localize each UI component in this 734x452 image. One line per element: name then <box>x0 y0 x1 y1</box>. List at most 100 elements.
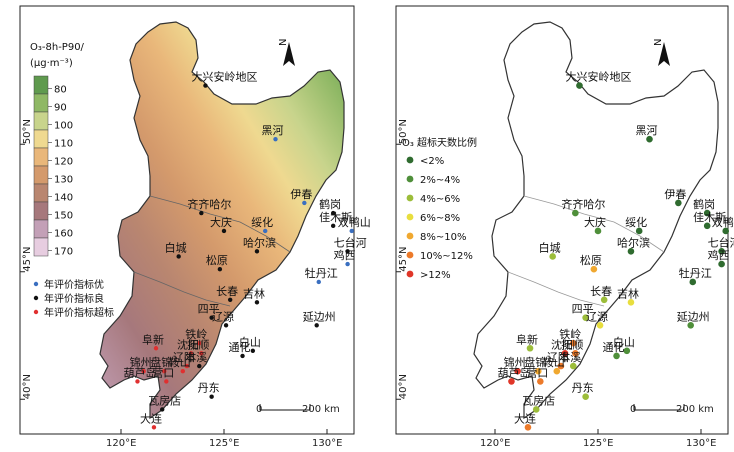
left-city-dot <box>160 407 165 412</box>
left-city-label: 鹤岗 <box>319 197 341 211</box>
right-city-label: 葫芦岛 <box>497 365 530 379</box>
right-city-label: 大连 <box>514 411 536 425</box>
left-city-label: 瓦房店 <box>148 393 181 407</box>
left-city-dot <box>349 228 354 234</box>
left-scale-bar: 0 200 km <box>256 404 340 415</box>
class-legend-dot <box>406 232 414 240</box>
ramp-label-110: 110 <box>54 139 73 150</box>
right-lon-tick-label: 125°E <box>583 438 613 449</box>
right-city-label: 本溪 <box>559 350 581 364</box>
right-legend: O₃ 超标天数比例 <2% 2%~4% 4%~6% 6%~8% 8%~10% 10%~12… <box>402 136 477 281</box>
left-city-label: 伊春 <box>290 188 312 201</box>
right-city-label: 绥化 <box>625 215 647 229</box>
right-city-label: 松原 <box>580 253 602 267</box>
ramp-swatch-110 <box>33 129 49 149</box>
left-color-ramp: 80 90 100 110 120 130 140 150 160 170 <box>33 75 73 258</box>
left-city-label: 辽阳 <box>173 351 195 364</box>
station-legend-dot <box>33 309 39 315</box>
left-axis-labels: 120°E 125°E 130°E 40°N 45°N 50°N <box>20 119 342 449</box>
left-city-dot <box>180 369 185 374</box>
left-city-dot <box>240 353 245 359</box>
left-region-outline <box>99 21 345 420</box>
right-region-outline <box>473 21 719 420</box>
left-map-body <box>99 21 345 420</box>
left-city-label: 佳木斯 <box>319 210 352 224</box>
left-city-dot <box>209 394 214 399</box>
left-city-dot <box>199 210 204 216</box>
left-city-dot <box>345 261 350 267</box>
left-city-label: 长春 <box>216 285 238 298</box>
left-city-dot <box>273 136 278 142</box>
left-lon-tick-label: 130°E <box>312 438 342 449</box>
right-city-dot <box>594 227 602 235</box>
right-city-label: 黑河 <box>636 124 658 137</box>
left-city-label: 大庆 <box>210 215 232 229</box>
right-axis-labels: 120°E 125°E 130°E 40°N 45°N 50°N <box>396 119 716 449</box>
left-city-dot <box>217 267 223 272</box>
right-province-boundary-2 <box>507 271 605 307</box>
right-lat-tick-label: 50°N <box>398 119 409 144</box>
right-city-label: 伊春 <box>664 188 686 201</box>
left-city-dot <box>316 279 321 285</box>
right-city-dot <box>582 314 589 321</box>
ramp-label-120: 120 <box>54 157 73 168</box>
right-city-dot <box>514 367 521 375</box>
left-city-dot <box>254 249 260 254</box>
ramp-swatch-100 <box>33 111 49 131</box>
right-city-dot <box>572 209 579 217</box>
right-map-body <box>473 21 719 420</box>
left-city-dot <box>314 323 319 328</box>
right-city-dot <box>600 296 608 304</box>
left-city-label: 营口 <box>152 365 174 379</box>
right-city-dot <box>569 339 577 347</box>
right-city-label: 大兴安岭地区 <box>565 70 631 84</box>
right-city-dot <box>722 227 730 235</box>
class-legend-label: 6%~8% <box>420 213 460 224</box>
class-legend-dot <box>406 156 414 164</box>
left-city-label: 吉林 <box>243 286 265 300</box>
ramp-label-130: 130 <box>54 175 73 186</box>
class-legend-dot <box>406 194 414 202</box>
left-city-label: 辽源 <box>212 309 234 323</box>
right-scale-label: 200 km <box>676 404 714 415</box>
right-city-dot <box>613 352 620 360</box>
left-city-dot <box>135 379 140 384</box>
right-city-label: 鞍山 <box>543 355 565 369</box>
left-city-dot <box>263 228 268 234</box>
right-city-dot <box>590 265 598 273</box>
left-lat-tick-label: 45°N <box>22 247 33 272</box>
left-city-label: 大兴安岭地区 <box>191 70 257 84</box>
right-city-dot <box>549 253 556 260</box>
ramp-swatch-140 <box>33 183 49 203</box>
right-lon-tick-label: 120°E <box>480 438 510 449</box>
class-legend-label: <2% <box>420 156 444 167</box>
left-city-dot <box>221 228 227 234</box>
right-province-boundary-1 <box>523 195 665 253</box>
left-city-label: 通化 <box>229 340 251 354</box>
right-city-label: 沈阳 <box>551 337 573 351</box>
left-north-label: N <box>278 39 289 46</box>
ramp-label-80: 80 <box>54 85 67 96</box>
left-city-label: 白城 <box>165 240 187 254</box>
right-city-dot <box>623 347 631 355</box>
left-city-label: 四平 <box>198 303 220 316</box>
left-city-dot <box>209 315 214 320</box>
left-city-label: 丹东 <box>198 382 220 395</box>
right-city-dot <box>646 135 653 143</box>
right-city-dot <box>561 350 569 357</box>
left-city-label: 双鸭山 <box>338 216 371 229</box>
left-legend-title-line1: O₃-8h-P90/ <box>30 42 85 53</box>
right-city-label: 抚顺 <box>561 337 583 351</box>
right-city-dot <box>596 322 604 329</box>
right-city-label: 延边州 <box>677 310 710 323</box>
class-legend-dot <box>406 175 414 183</box>
left-city-dot <box>330 210 336 216</box>
left-legend: O₃-8h-P90/ (μg·m⁻³) 80 90 100 110 120 130 140 1… <box>30 42 114 319</box>
ramp-swatch-120 <box>33 147 49 167</box>
right-city-dot <box>526 344 534 352</box>
right-city-dot <box>532 406 540 413</box>
right-city-label: 白山 <box>613 335 635 349</box>
right-city-dot <box>703 209 711 217</box>
class-legend-label: 8%~10% <box>420 232 466 243</box>
